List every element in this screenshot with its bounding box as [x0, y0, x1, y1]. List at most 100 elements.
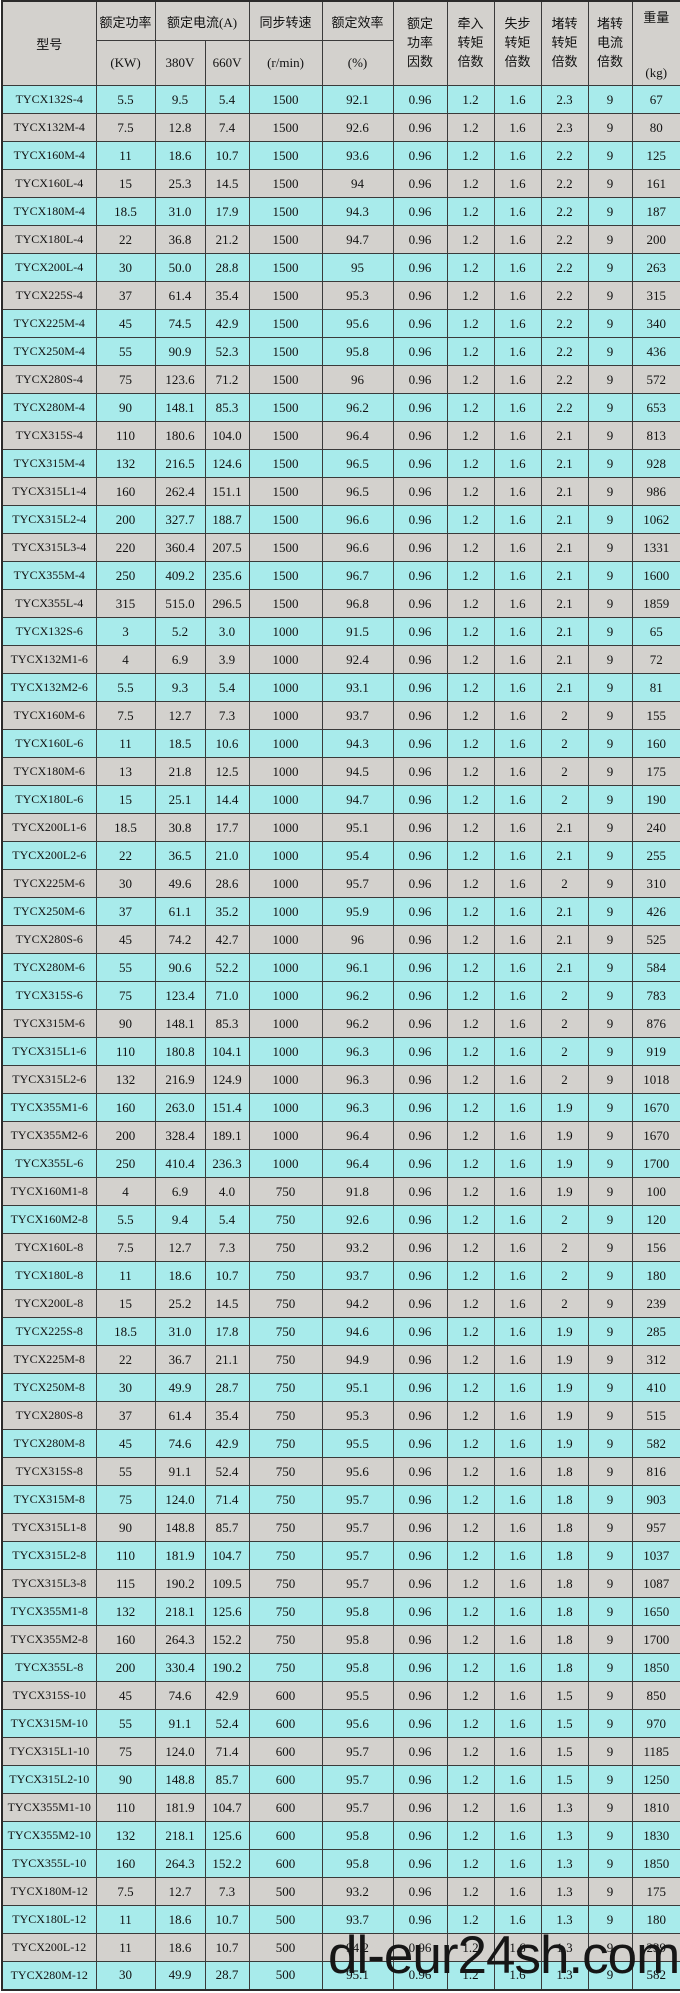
cell-current-660v: 85.3	[204, 1009, 250, 1038]
cell-efficiency: 96.2	[321, 981, 394, 1010]
cell-locked-torque: 2	[540, 1009, 589, 1038]
cell-pull-in-torque: 1.2	[446, 617, 495, 646]
cell-pull-out-torque: 1.6	[493, 1317, 542, 1346]
table-row: TYCX160M1-8 4 6.9 4.0 750 91.8 0.96 1.2 1.6 1.9 9 1…	[1, 1177, 680, 1206]
cell-power-factor: 0.96	[392, 85, 448, 114]
cell-locked-torque: 1.9	[540, 1373, 589, 1402]
cell-current-660v: 124.6	[204, 449, 250, 478]
cell-model: TYCX315M-4	[1, 449, 97, 478]
cell-pull-out-torque: 1.6	[493, 1429, 542, 1458]
cell-model: TYCX355L-6	[1, 1149, 97, 1178]
cell-efficiency: 93.6	[321, 141, 394, 170]
cell-efficiency: 94.3	[321, 197, 394, 226]
cell-power-kw: 132	[95, 1597, 156, 1626]
cell-pull-in-torque: 1.2	[446, 1009, 495, 1038]
cell-efficiency: 95.5	[321, 1429, 394, 1458]
cell-locked-current: 9	[587, 197, 633, 226]
cell-pull-out-torque: 1.6	[493, 757, 542, 786]
cell-power-kw: 37	[95, 281, 156, 310]
cell-locked-torque: 2	[540, 1233, 589, 1262]
cell-weight: 426	[631, 897, 680, 926]
cell-sync-speed: 1500	[248, 253, 323, 282]
cell-pull-in-torque: 1.2	[446, 1597, 495, 1626]
cell-sync-speed: 1000	[248, 925, 323, 954]
cell-sync-speed: 500	[248, 1961, 323, 1990]
cell-locked-current: 9	[587, 981, 633, 1010]
cell-power-factor: 0.96	[392, 1345, 448, 1374]
cell-current-660v: 71.0	[204, 981, 250, 1010]
cell-current-380v: 216.9	[154, 1065, 206, 1094]
cell-efficiency: 94.7	[321, 785, 394, 814]
cell-sync-speed: 750	[248, 1541, 323, 1570]
cell-current-380v: 61.1	[154, 897, 206, 926]
cell-weight: 156	[631, 1233, 680, 1262]
cell-pull-out-torque: 1.6	[493, 1093, 542, 1122]
cell-current-380v: 515.0	[154, 589, 206, 618]
cell-model: TYCX225M-4	[1, 309, 97, 338]
cell-weight: 903	[631, 1485, 680, 1514]
cell-locked-torque: 1.5	[540, 1709, 589, 1738]
cell-pull-out-torque: 1.6	[493, 1289, 542, 1318]
cell-pull-out-torque: 1.6	[493, 1205, 542, 1234]
cell-power-kw: 250	[95, 1149, 156, 1178]
cell-current-660v: 10.7	[204, 1261, 250, 1290]
table-row: TYCX132M1-6 4 6.9 3.9 1000 92.4 0.96 1.2 1.6 2.1 9…	[1, 645, 680, 674]
cell-current-660v: 71.4	[204, 1737, 250, 1766]
cell-efficiency: 95.1	[321, 1373, 394, 1402]
cell-power-kw: 160	[95, 1849, 156, 1878]
cell-sync-speed: 1500	[248, 85, 323, 114]
cell-power-factor: 0.96	[392, 729, 448, 758]
cell-pull-in-torque: 1.2	[446, 925, 495, 954]
cell-model: TYCX355M2-10	[1, 1821, 97, 1850]
cell-current-380v: 124.0	[154, 1737, 206, 1766]
cell-weight: 155	[631, 701, 680, 730]
cell-current-380v: 91.1	[154, 1709, 206, 1738]
cell-pull-in-torque: 1.2	[446, 813, 495, 842]
cell-locked-current: 9	[587, 1877, 633, 1906]
cell-weight: 1600	[631, 561, 680, 590]
cell-efficiency: 92.4	[321, 645, 394, 674]
cell-power-kw: 4	[95, 645, 156, 674]
cell-sync-speed: 750	[248, 1569, 323, 1598]
table-row: TYCX355M1-10 110 181.9 104.7 600 95.7 0.96 1.2 1…	[1, 1793, 680, 1822]
cell-model: TYCX355M1-8	[1, 1597, 97, 1626]
cell-pull-in-torque: 1.2	[446, 1821, 495, 1850]
cell-current-660v: 42.7	[204, 925, 250, 954]
cell-current-660v: 3.0	[204, 617, 250, 646]
cell-locked-torque: 2.2	[540, 281, 589, 310]
cell-model: TYCX250M-8	[1, 1373, 97, 1402]
cell-pull-in-torque: 1.2	[446, 561, 495, 590]
header-380v: 380V	[154, 40, 206, 86]
cell-pull-in-torque: 1.2	[446, 533, 495, 562]
cell-pull-in-torque: 1.2	[446, 841, 495, 870]
cell-power-kw: 45	[95, 1681, 156, 1710]
cell-current-660v: 152.2	[204, 1849, 250, 1878]
table-row: TYCX160M2-8 5.5 9.4 5.4 750 92.6 0.96 1.2 1.6 2 9 1…	[1, 1205, 680, 1234]
cell-power-factor: 0.96	[392, 1653, 448, 1682]
cell-locked-torque: 2.1	[540, 645, 589, 674]
cell-current-660v: 7.3	[204, 1233, 250, 1262]
cell-locked-torque: 2	[540, 1205, 589, 1234]
cell-pull-in-torque: 1.2	[446, 1737, 495, 1766]
table-row: TYCX225S-8 18.5 31.0 17.8 750 94.6 0.96 1.2 1.6 1…	[1, 1317, 680, 1346]
cell-power-factor: 0.96	[392, 393, 448, 422]
cell-locked-torque: 1.5	[540, 1681, 589, 1710]
cell-pull-in-torque: 1.2	[446, 1877, 495, 1906]
cell-weight: 1850	[631, 1653, 680, 1682]
cell-current-380v: 74.2	[154, 925, 206, 954]
cell-current-660v: 7.4	[204, 113, 250, 142]
cell-locked-torque: 2	[540, 757, 589, 786]
cell-locked-current: 9	[587, 505, 633, 534]
cell-weight: 239	[631, 1289, 680, 1318]
table-row: TYCX160M-6 7.5 12.7 7.3 1000 93.7 0.96 1.2 1.6 2 9…	[1, 701, 680, 730]
cell-power-kw: 160	[95, 477, 156, 506]
table-row: TYCX315L1-4 160 262.4 151.1 1500 96.5 0.96 1.2 1…	[1, 477, 680, 506]
cell-model: TYCX160M1-8	[1, 1177, 97, 1206]
cell-sync-speed: 1000	[248, 981, 323, 1010]
cell-current-380v: 90.6	[154, 953, 206, 982]
cell-locked-current: 9	[587, 1961, 633, 1990]
cell-sync-speed: 750	[248, 1457, 323, 1486]
cell-locked-current: 9	[587, 953, 633, 982]
table-row: TYCX315L3-8 115 190.2 109.5 750 95.7 0.96 1.2 1.…	[1, 1569, 680, 1598]
cell-pull-out-torque: 1.6	[493, 1233, 542, 1262]
